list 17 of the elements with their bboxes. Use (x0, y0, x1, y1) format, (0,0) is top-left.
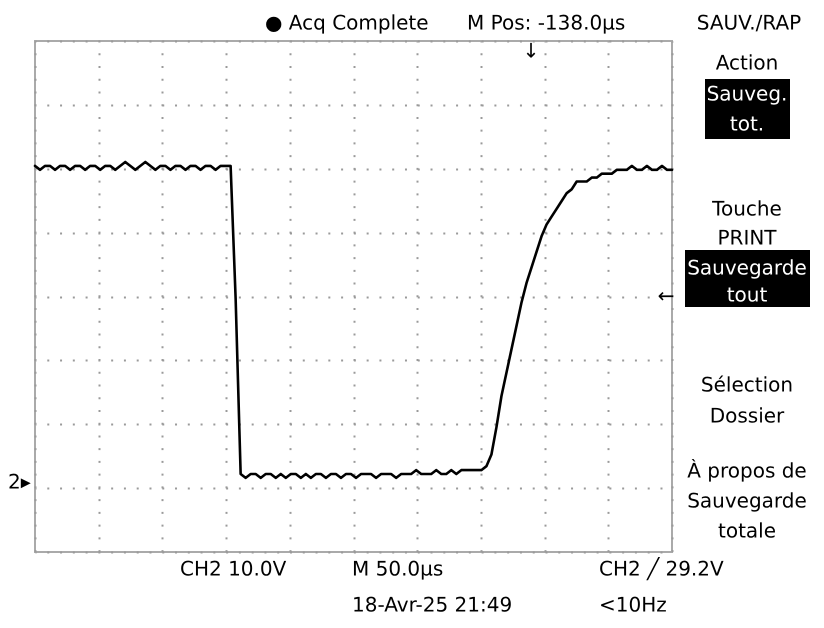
text: Action (716, 50, 778, 74)
text: Sélection Dossier (700, 372, 794, 428)
text: SAUV./RAP (696, 10, 802, 34)
text: Sauveg. tot. (706, 82, 788, 136)
text: 2▸ (8, 470, 31, 494)
text: CH2 10.0V (180, 556, 287, 580)
text: 18-Avr-25 21:49 (352, 592, 512, 616)
text: ↓ (522, 38, 540, 62)
text: Touche PRINT (711, 196, 782, 250)
text: Sauvegarde tout (687, 256, 807, 306)
text: CH2 ╱ 29.2V (599, 556, 724, 580)
text: À propos de Sauvegarde totale (687, 458, 807, 542)
text: M 50.0µs (352, 556, 444, 580)
text: <10Hz (599, 592, 667, 616)
text: ● Acq Complete (265, 10, 429, 34)
annotation: ← (658, 284, 674, 308)
text: M Pos: -138.0µs (467, 10, 626, 34)
